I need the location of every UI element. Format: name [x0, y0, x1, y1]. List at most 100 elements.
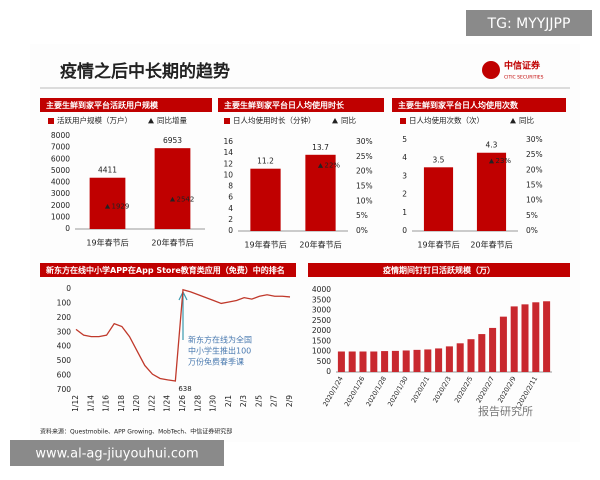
y-tick-label: 5	[402, 135, 407, 144]
x-tick-label: 2/5	[254, 395, 263, 407]
bar	[499, 316, 507, 372]
panel-header	[40, 263, 296, 277]
bar	[370, 351, 378, 372]
legend-swatch	[148, 118, 154, 124]
y-tick-label: 500	[57, 356, 72, 365]
x-tick-label: 2/3	[239, 395, 248, 407]
y2-tick-label: 10%	[356, 196, 373, 205]
panel-header	[392, 98, 566, 112]
triangle-marker	[169, 196, 176, 202]
bar-value-label: 4.3	[486, 141, 498, 150]
marker-value-label: 1929	[112, 203, 130, 211]
y-tick-label: 8	[228, 182, 233, 191]
x-tick-label: 2/7	[270, 395, 279, 407]
legend-label: 同比	[341, 115, 356, 125]
slide-title: 疫情之后中长期的趋势	[60, 61, 230, 82]
bar	[467, 339, 475, 372]
y-tick-label: 6000	[51, 154, 70, 163]
y-tick-label: 400	[57, 342, 72, 351]
y-tick-label: 8000	[51, 131, 70, 140]
bar-value-label: 6953	[163, 136, 182, 145]
bar	[445, 346, 453, 372]
tag-box	[466, 10, 592, 36]
bar	[489, 327, 497, 372]
bar-value-label: 13.7	[312, 143, 329, 152]
x-tick-label: 1/26	[178, 395, 187, 412]
url-box	[10, 440, 224, 466]
annotation: 新东方在线为全国	[188, 335, 252, 345]
y2-tick-label: 5%	[526, 211, 538, 220]
panel-title: 主要生鲜到家平台日人均使用时长	[224, 100, 345, 110]
y2-tick-label: 30%	[526, 135, 543, 144]
annotation: 中小学生推出100	[188, 346, 251, 356]
x-tick-label: 20年春节后	[299, 240, 341, 250]
y-tick-label: 1000	[312, 347, 331, 356]
tag-text: TG: MYYJJPP	[487, 16, 571, 32]
panel-title: 主要生鲜到家平台活跃用户规模	[46, 100, 159, 110]
url-text: www.al-ag-jiuyouhui.com	[35, 447, 198, 462]
bar	[348, 351, 356, 372]
y-tick-label: 0	[228, 226, 233, 235]
bar-value-label: 3.5	[433, 155, 445, 164]
y-tick-label: 4	[228, 204, 233, 213]
legend-label: 活跃用户规模（万户）	[57, 115, 132, 125]
bar-value-label: 11.2	[257, 157, 274, 166]
x-tick-label: 1/14	[86, 395, 95, 412]
logo-mark	[482, 61, 500, 79]
bar	[154, 148, 191, 229]
bar-value-label: 4411	[98, 166, 117, 175]
legend-label: 日人均使用次数（次）	[409, 115, 484, 125]
y-tick-label: 3	[402, 171, 407, 180]
logo-sub: CITIC SECURITIES	[504, 75, 544, 81]
panel-title: 新东方在线中小学APP在App Store教育类应用（免费）中的排名	[46, 265, 285, 275]
y-tick-label: 7000	[51, 143, 70, 152]
watermark: 报告研究所	[478, 404, 533, 418]
panel-header	[308, 263, 570, 277]
x-tick-label: 19年春节后	[244, 240, 286, 250]
bar	[532, 302, 540, 372]
bar	[510, 306, 518, 372]
y-tick-label: 4	[402, 153, 407, 162]
point-label: 638	[178, 385, 191, 393]
y-tick-label: 1000	[51, 212, 70, 221]
bar	[456, 343, 464, 372]
y-tick-label: 0	[65, 224, 70, 233]
y-tick-label: 0	[66, 284, 71, 293]
y2-tick-label: 15%	[356, 182, 373, 191]
x-tick-label: 1/22	[147, 395, 156, 412]
bar	[543, 301, 551, 372]
y-tick-label: 500	[317, 357, 332, 366]
y-tick-label: 6	[228, 193, 233, 202]
legend-label: 日人均使用时长（分钟）	[233, 115, 316, 125]
source: 资料来源：Questmobile、APP Growing、MobTech、中信证…	[40, 428, 232, 436]
legend-swatch	[400, 118, 406, 124]
y-tick-label: 300	[57, 327, 72, 336]
marker-value-label: 2542	[177, 195, 195, 203]
x-tick-label: 2/9	[285, 395, 294, 407]
bar	[435, 348, 443, 372]
bar	[478, 334, 486, 372]
y2-tick-label: 30%	[356, 137, 373, 146]
y-tick-label: 5000	[51, 166, 70, 175]
y-tick-label: 4000	[51, 178, 70, 187]
bar	[402, 350, 410, 372]
x-tick-label: 1/16	[102, 395, 111, 412]
y2-tick-label: 0%	[526, 226, 538, 235]
x-tick-label: 1/30	[209, 395, 218, 412]
y-tick-label: 0	[402, 226, 407, 235]
y2-tick-label: 25%	[356, 152, 373, 161]
legend-swatch	[224, 118, 230, 124]
panel-header	[218, 98, 384, 112]
panel-title: 主要生鲜到家平台日人均使用次数	[398, 100, 519, 110]
y-tick-label: 16	[223, 137, 233, 146]
bar	[391, 350, 399, 372]
y-tick-label: 2	[402, 190, 407, 199]
bar	[359, 351, 367, 372]
x-tick-label: 1/18	[117, 395, 126, 412]
x-tick-label: 1/12	[71, 395, 80, 412]
panel-header	[40, 98, 212, 112]
y2-tick-label: 20%	[356, 167, 373, 176]
y-tick-label: 700	[57, 385, 72, 394]
legend-swatch	[510, 118, 516, 124]
